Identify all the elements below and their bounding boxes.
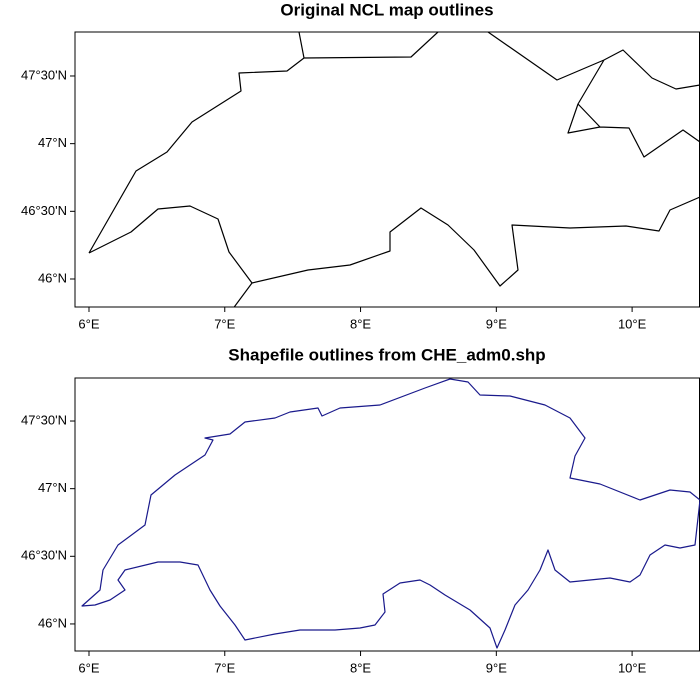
y-tick-label: 46°30'N [21,548,67,563]
x-tick-label: 7°E [214,660,235,675]
x-tick-label: 6°E [78,316,99,331]
outlines [81,378,700,649]
y-tick-label: 47°N [38,480,67,495]
plot-frame [74,377,700,652]
x-tick-label: 9°E [486,660,507,675]
y-tick-label: 46°N [38,615,67,630]
x-tick-label: 8°E [350,660,371,675]
chart-title: Shapefile outlines from CHE_adm0.shp [228,345,545,364]
y-tick-label: 47°30'N [21,67,67,82]
x-tick-label: 10°E [618,316,647,331]
chart-title: Original NCL map outlines [280,0,493,19]
outline [81,378,700,649]
outlines [88,32,700,307]
x-tick-label: 7°E [214,316,235,331]
x-tick-label: 6°E [78,660,99,675]
x-tick-label: 8°E [350,316,371,331]
outline [88,32,700,307]
y-tick-label: 47°N [38,135,67,150]
x-tick-label: 9°E [486,316,507,331]
plot-frame [74,31,700,308]
y-tick-label: 46°30'N [21,203,67,218]
x-tick-label: 10°E [618,660,647,675]
y-tick-label: 47°30'N [21,412,67,427]
y-tick-label: 46°N [38,270,67,285]
